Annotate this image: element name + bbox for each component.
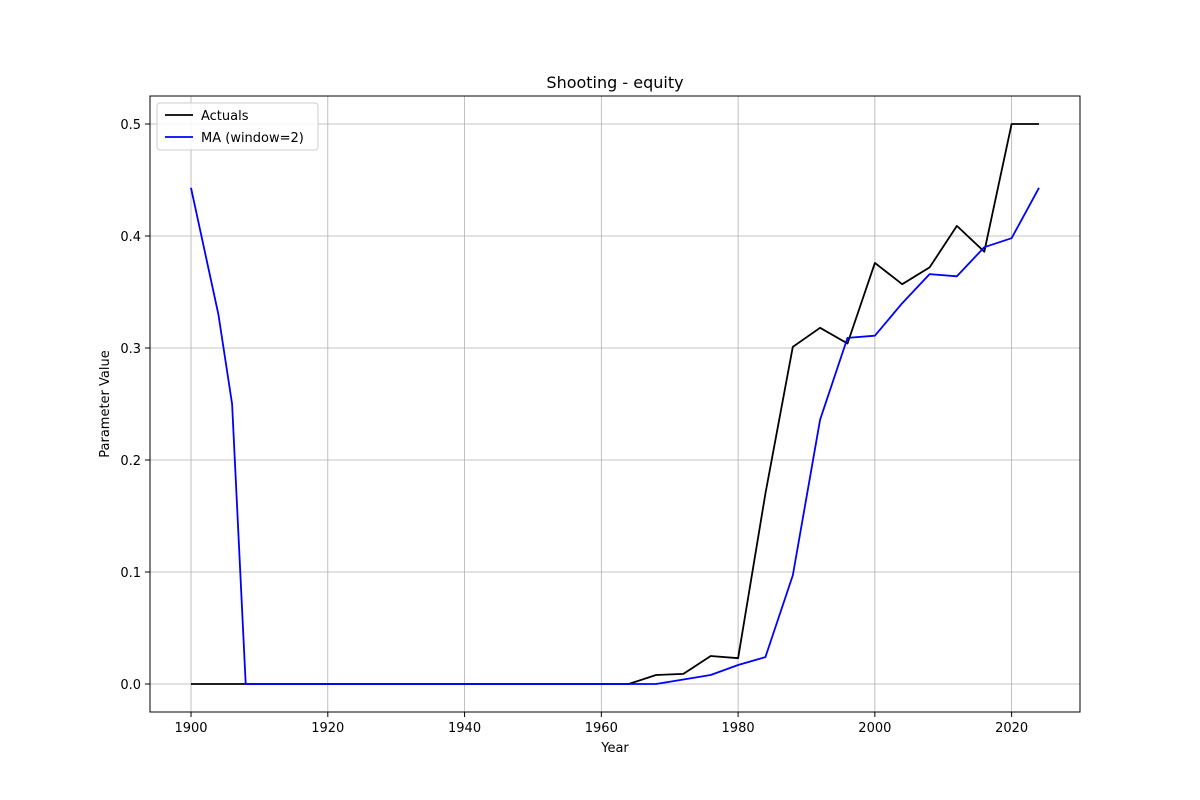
x-tick-label: 1980 (722, 721, 755, 736)
plot-frame (149, 95, 1081, 713)
y-tick-label: 0.0 (120, 678, 141, 693)
y-tick-label: 0.5 (120, 118, 141, 133)
x-tick-label: 1960 (585, 721, 618, 736)
legend-box (156, 102, 319, 151)
y-axis-label: Parameter Value (98, 350, 113, 457)
x-tick-label: 2020 (995, 721, 1028, 736)
chart-title: Shooting - equity (546, 73, 683, 92)
legend: Actuals MA (window=2) (156, 102, 319, 151)
x-tick-label: 1900 (174, 721, 207, 736)
series-lines (190, 123, 1040, 685)
legend-label: MA (window=2) (201, 131, 304, 146)
x-tick-label: 1920 (311, 721, 344, 736)
y-tick-label: 0.3 (120, 342, 141, 357)
x-axis-ticks: 1900 1920 1940 1960 1980 2000 2020 (174, 712, 1028, 736)
legend-label: Actuals (201, 109, 249, 124)
x-tick-label: 2000 (858, 721, 891, 736)
y-tick-label: 0.1 (120, 566, 141, 581)
x-tick-label: 1940 (448, 721, 481, 736)
y-axis-ticks: 0.0 0.1 0.2 0.3 0.4 0.5 (120, 118, 150, 693)
y-tick-label: 0.2 (120, 454, 141, 469)
x-axis-label: Year (600, 741, 629, 756)
y-tick-label: 0.4 (120, 230, 141, 245)
series-line-1 (190, 187, 1040, 685)
